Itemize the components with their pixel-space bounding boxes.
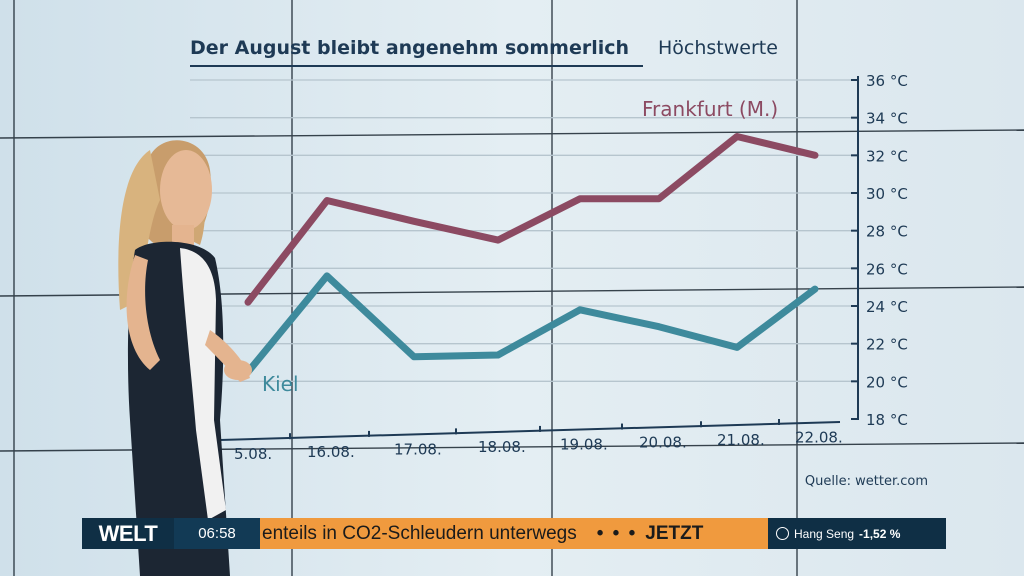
news-ticker: WELT 06:58 enteils in CO2-Schleudern unt… bbox=[82, 518, 946, 549]
x-axis bbox=[219, 421, 841, 441]
x-tick-label: 19.08. bbox=[560, 436, 608, 454]
x-tick-label: 20.08. bbox=[639, 433, 687, 451]
y-tick-label: 32 °C bbox=[866, 147, 908, 165]
y-tick-label: 30 °C bbox=[866, 185, 908, 203]
series-lines: Frankfurt (M.) Kiel bbox=[244, 97, 819, 396]
y-tick-label: 24 °C bbox=[866, 298, 908, 316]
ticker-separator: • • • bbox=[596, 522, 638, 544]
series-line-kiel bbox=[244, 272, 819, 376]
presenter-figure bbox=[118, 140, 252, 576]
headline-crawl: enteils in CO2-Schleudern unterwegs • • … bbox=[260, 518, 768, 549]
x-tick-label: 5.08. bbox=[234, 445, 272, 463]
headline-text: enteils in CO2-Schleudern unterwegs bbox=[262, 522, 577, 544]
series-line-frankfurt bbox=[244, 133, 819, 306]
x-tick-label: 16.08. bbox=[307, 443, 355, 461]
y-ticks: 36 °C 34 °C 32 °C 30 °C 28 °C 26 °C 24 °C 22 °C… bbox=[851, 72, 908, 429]
y-tick-label: 34 °C bbox=[866, 110, 908, 128]
source-note: Quelle: wetter.com bbox=[805, 474, 928, 489]
x-tick-label: 21.08. bbox=[717, 431, 765, 449]
y-tick-label: 18 °C bbox=[866, 411, 908, 429]
y-tick-label: 22 °C bbox=[866, 336, 908, 354]
y-tick-label: 26 °C bbox=[866, 260, 908, 278]
chart-title: Der August bleibt angenehm sommerlich bbox=[190, 37, 629, 59]
x-tick-label: 18.08. bbox=[478, 438, 526, 456]
x-tick-label: 17.08. bbox=[394, 440, 442, 458]
market-change: -1,52 % bbox=[859, 526, 901, 541]
welt-logo: WELT bbox=[82, 518, 174, 549]
clock-icon bbox=[776, 527, 789, 540]
x-tick-label: 22.08. bbox=[795, 429, 843, 447]
market-ticker: Hang Seng -1,52 % bbox=[768, 518, 946, 549]
market-name: Hang Seng bbox=[794, 526, 855, 541]
y-tick-label: 28 °C bbox=[866, 223, 908, 241]
broadcast-time: 06:58 bbox=[174, 518, 260, 549]
chart-subtitle: Höchstwerte bbox=[658, 37, 778, 59]
x-ticks: 5.08. 16.08. 17.08. 18.08. 19.08. 20.08. 21.08… bbox=[234, 418, 843, 463]
series-label: Kiel bbox=[262, 372, 299, 396]
live-label: JETZT bbox=[645, 522, 704, 544]
y-tick-label: 20 °C bbox=[866, 373, 908, 391]
series-label: Frankfurt (M.) bbox=[642, 97, 778, 121]
y-tick-label: 36 °C bbox=[866, 72, 908, 90]
